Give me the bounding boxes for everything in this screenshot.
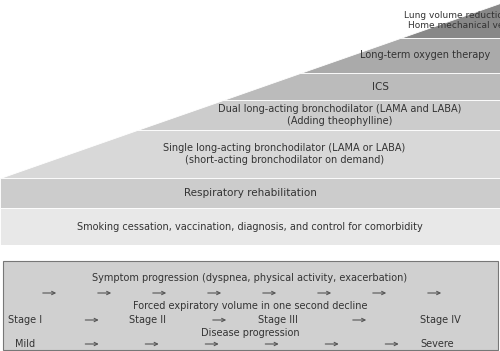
Bar	[0, 178, 500, 208]
Bar	[2, 261, 498, 350]
Text: Stage II: Stage II	[129, 315, 166, 325]
Text: Single long-acting bronchodilator (LAMA or LABA)
(short-acting bronchodilator on: Single long-acting bronchodilator (LAMA …	[163, 143, 406, 165]
Bar	[0, 208, 500, 245]
Text: Stage I: Stage I	[8, 315, 42, 325]
Polygon shape	[0, 130, 500, 178]
Text: Respiratory rehabilitation: Respiratory rehabilitation	[184, 188, 316, 198]
Text: Dual long-acting bronchodilator (LAMA and LABA)
(Adding theophylline): Dual long-acting bronchodilator (LAMA an…	[218, 104, 462, 126]
Bar	[0, 245, 500, 261]
Polygon shape	[300, 38, 500, 73]
Text: ICS: ICS	[372, 81, 389, 92]
Text: Symptom progression (dyspnea, physical activity, exacerbation): Symptom progression (dyspnea, physical a…	[92, 273, 407, 283]
Polygon shape	[223, 73, 500, 100]
Polygon shape	[400, 3, 500, 38]
Text: Stage IV: Stage IV	[420, 315, 461, 325]
Text: Disease progression: Disease progression	[200, 328, 300, 338]
Polygon shape	[137, 100, 500, 130]
Text: Forced expiratory volume in one second decline: Forced expiratory volume in one second d…	[133, 301, 367, 311]
Text: Lung volume reduction surgery
Home mechanical ventilation: Lung volume reduction surgery Home mecha…	[404, 11, 500, 30]
Text: Long-term oxygen therapy: Long-term oxygen therapy	[360, 51, 490, 60]
Text: Stage III: Stage III	[258, 315, 298, 325]
Text: Mild: Mild	[15, 339, 35, 349]
Text: Severe: Severe	[420, 339, 454, 349]
Text: Smoking cessation, vaccination, diagnosis, and control for comorbidity: Smoking cessation, vaccination, diagnosi…	[77, 221, 423, 232]
